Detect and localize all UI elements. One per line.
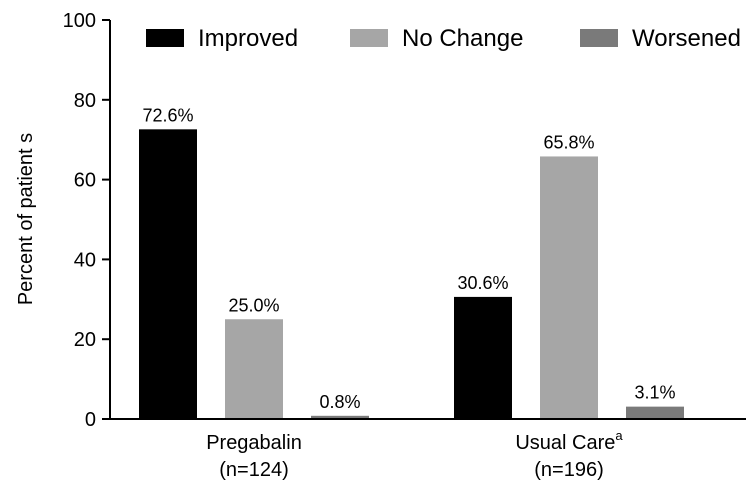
category-label: Usual Carea <box>515 428 623 454</box>
legend: Improved No Change Worsened <box>146 25 741 52</box>
legend-swatch-worsened <box>580 29 618 47</box>
data-label: 65.8% <box>543 132 594 152</box>
bar-improved-usual-care <box>454 296 512 419</box>
legend-label-improved: Improved <box>198 25 298 52</box>
legend-swatch-no-change <box>350 29 388 47</box>
y-tick-label: 20 <box>74 329 96 351</box>
category-name: Pregabalin <box>206 432 302 454</box>
data-label: 25.0% <box>228 295 279 315</box>
category-sample-size: (n=124) <box>219 459 289 481</box>
y-axis-title: Percent of patient s <box>15 133 37 305</box>
y-tick-label: 60 <box>74 170 96 192</box>
category-sample-size: (n=196) <box>534 459 604 481</box>
legend-label-worsened: Worsened <box>632 25 741 52</box>
legend-swatch-improved <box>146 29 184 47</box>
y-tick-label: 0 <box>85 409 96 431</box>
y-axis: 0 20 40 60 80 100 <box>63 10 111 431</box>
bar-no-change-usual-care <box>540 156 598 419</box>
data-label: 30.6% <box>457 273 508 293</box>
category-superscript: a <box>615 428 623 443</box>
y-tick-label: 100 <box>63 10 96 32</box>
data-label: 3.1% <box>634 383 675 403</box>
bar-worsened-usual-care <box>626 406 684 419</box>
data-label: 0.8% <box>319 392 360 412</box>
bar-worsened-pregabalin <box>311 415 369 419</box>
bar-improved-pregabalin <box>139 129 197 420</box>
data-label: 72.6% <box>142 105 193 125</box>
bars: 72.6% 25.0% 0.8% 30.6% 65.8% 3.1% <box>139 105 684 420</box>
category-name: Usual Care <box>515 432 615 454</box>
y-tick-label: 80 <box>74 90 96 112</box>
y-tick-label: 40 <box>74 249 96 271</box>
x-axis: Pregabalin (n=124) Usual Carea (n=196) <box>110 418 746 481</box>
category-label: Pregabalin <box>206 432 302 454</box>
legend-label-no-change: No Change <box>402 25 523 52</box>
bar-no-change-pregabalin <box>225 319 283 419</box>
